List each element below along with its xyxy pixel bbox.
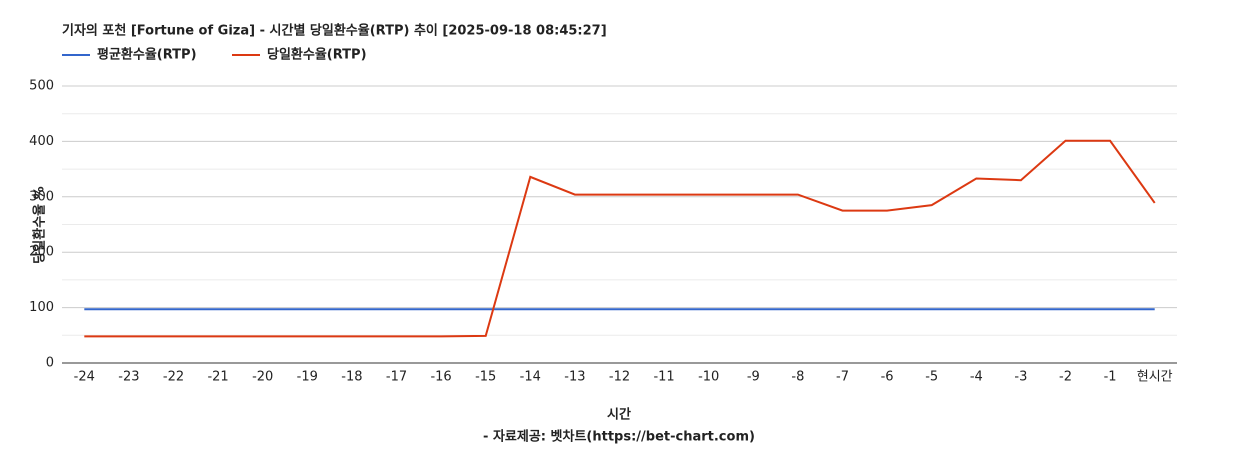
x-tick-label: -6 <box>881 370 894 385</box>
x-tick-label: -5 <box>925 370 938 385</box>
y-tick-label: 400 <box>29 134 54 149</box>
x-tick-label: -16 <box>430 370 451 385</box>
y-tick-label: 300 <box>29 189 54 204</box>
x-tick-label: -23 <box>118 370 139 385</box>
x-tick-label: -2 <box>1059 370 1072 385</box>
x-tick-label: -4 <box>970 370 983 385</box>
x-tick-label: -12 <box>609 370 630 385</box>
y-tick-label: 500 <box>29 79 54 94</box>
x-tick-label: -21 <box>207 370 228 385</box>
x-tick-label: -3 <box>1014 370 1027 385</box>
x-tick-label: -7 <box>836 370 849 385</box>
x-tick-label: -10 <box>698 370 719 385</box>
legend-label: 당일환수율(RTP) <box>267 47 367 63</box>
y-tick-label: 100 <box>29 300 54 315</box>
x-tick-label: -11 <box>653 370 674 385</box>
x-tick-label: -20 <box>252 370 273 385</box>
x-tick-label: -14 <box>520 370 541 385</box>
y-tick-label: 200 <box>29 245 54 260</box>
x-axis-label: 시간 <box>607 407 631 423</box>
x-tick-label: -18 <box>341 370 362 385</box>
x-tick-label: -8 <box>791 370 804 385</box>
legend-label: 평균환수율(RTP) <box>97 47 197 63</box>
x-tick-label: 현시간 <box>1137 370 1173 385</box>
x-tick-label: -9 <box>747 370 760 385</box>
source-note: - 자료제공: 벳차트(https://bet-chart.com) <box>483 429 755 445</box>
line-series <box>84 139 1156 338</box>
x-tick-label: -24 <box>74 370 95 385</box>
y-tick-label: 0 <box>46 356 54 371</box>
x-tick-label: -1 <box>1104 370 1117 385</box>
y-axis-label: 당일환수율 % <box>32 186 48 263</box>
chart-title: 기자의 포천 [Fortune of Giza] - 시간별 당일환수율(RTP… <box>62 23 607 39</box>
x-tick-label: -13 <box>564 370 585 385</box>
x-tick-label: -17 <box>386 370 407 385</box>
x-tick-label: -15 <box>475 370 496 385</box>
x-tick-label: -22 <box>163 370 184 385</box>
x-tick-label: -19 <box>297 370 318 385</box>
